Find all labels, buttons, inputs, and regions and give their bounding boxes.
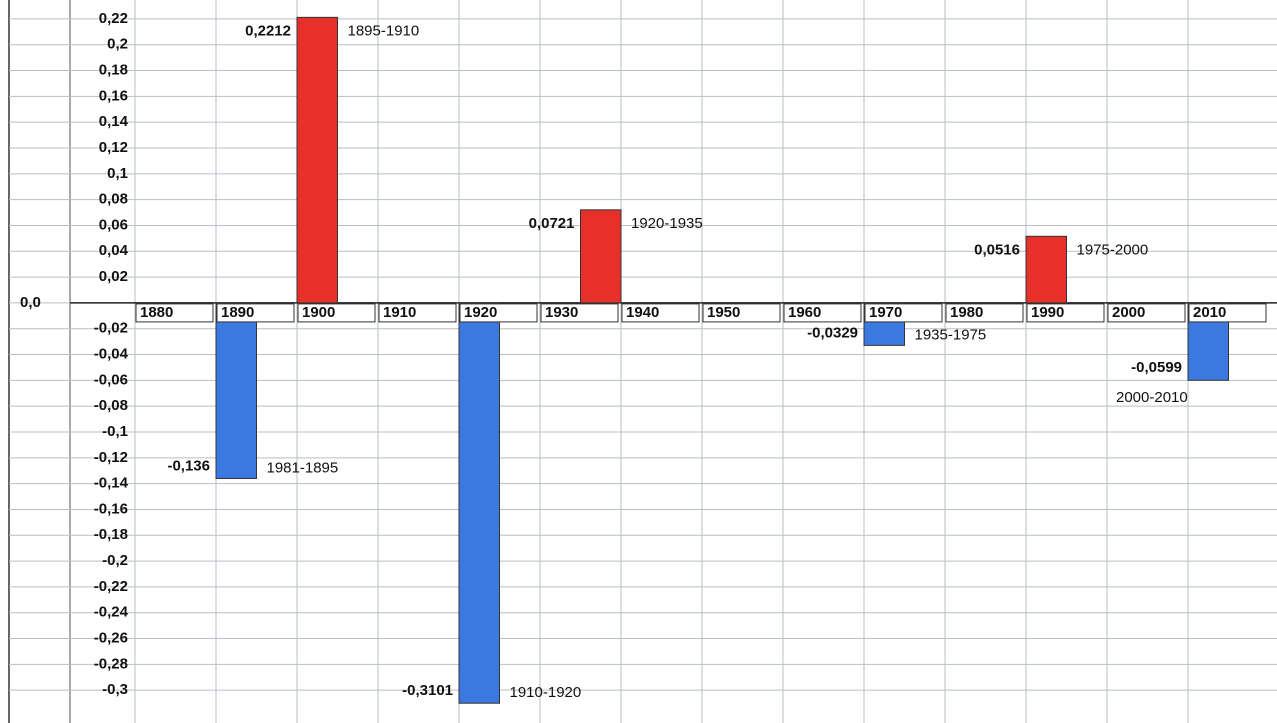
x-tick-label: 1890 [221,304,254,321]
x-tick-label: 1960 [788,304,821,321]
x-tick-box [378,303,457,323]
period-label: 1895-1910 [348,22,420,39]
bar [215,302,257,479]
y-tick-label: -0,12 [94,449,128,466]
y-tick-label: 0,1 [107,165,128,182]
period-label: 1981-1895 [267,459,339,476]
value-label: -0,0329 [807,324,858,341]
x-tick-box [864,303,943,323]
y-tick-label: -0,02 [94,320,128,337]
y-tick-label: -0,22 [94,578,128,595]
x-tick-label: 1910 [383,304,416,321]
y-tick-label: -0,06 [94,371,128,388]
y-tick-label: 0,04 [99,242,129,259]
x-tick-box [459,303,538,323]
x-tick-box [135,303,214,323]
x-tick-box [216,303,295,323]
value-label: 0,0721 [529,215,575,232]
x-tick-label: 1900 [302,304,335,321]
x-tick-box [1188,303,1267,323]
x-tick-label: 1920 [464,304,497,321]
y-tick-label: -0,26 [94,630,128,647]
y-tick-label: -0,08 [94,397,128,414]
y-tick-label: 0,12 [99,139,128,156]
x-tick-label: 1940 [626,304,659,321]
y-tick-label: -0,18 [94,526,128,543]
bar [580,209,622,304]
x-tick-label: 1930 [545,304,578,321]
x-tick-box [540,303,619,323]
x-tick-box [621,303,700,323]
y-tick-label: 0,16 [99,87,128,104]
x-tick-box [1107,303,1186,323]
value-label: -0,0599 [1131,359,1182,376]
value-label: -0,3101 [402,682,453,699]
period-label: 2000-2010 [1116,389,1188,406]
value-label: -0,136 [167,457,210,474]
x-tick-label: 1880 [140,304,173,321]
period-label: 1975-2000 [1077,241,1149,258]
bar [458,302,500,704]
y-tick-label: 0,18 [99,62,128,79]
y-tick-label: 0,14 [99,113,129,130]
y-tick-label: -0,14 [94,475,129,492]
y-tick-label: 0,02 [99,268,128,285]
period-label: 1920-1935 [631,215,703,232]
period-label: 1935-1975 [915,326,987,343]
y-tick-label: -0,04 [94,346,129,363]
value-label: 0,0516 [974,241,1020,258]
x-tick-box [945,303,1024,323]
y-tick-label: -0,2 [102,552,128,569]
x-tick-label: 1950 [707,304,740,321]
y-tick-label: 0,06 [99,216,128,233]
x-tick-box [297,303,376,323]
x-tick-label: 1980 [950,304,983,321]
y-tick-label: 0,08 [99,191,128,208]
x-tick-label: 1970 [869,304,902,321]
y-tick-label: -0,24 [94,604,129,621]
x-tick-label: 2010 [1193,304,1226,321]
x-tick-box [1026,303,1105,323]
y-tick-label: 0,2 [107,36,128,53]
period-label: 1910-1920 [510,684,582,701]
value-label: 0,2212 [245,22,291,39]
y-tick-label: 0,0 [20,294,41,311]
bar [1025,235,1067,304]
x-tick-label: 2000 [1112,304,1145,321]
x-tick-box [702,303,781,323]
bar [296,16,338,304]
x-tick-label: 1990 [1031,304,1064,321]
y-tick-label: -0,3 [102,681,128,698]
x-tick-box [783,303,862,323]
y-tick-label: -0,1 [102,423,128,440]
y-tick-label: -0,16 [94,500,128,517]
y-tick-label: 0,22 [99,10,128,27]
y-tick-label: -0,28 [94,655,128,672]
